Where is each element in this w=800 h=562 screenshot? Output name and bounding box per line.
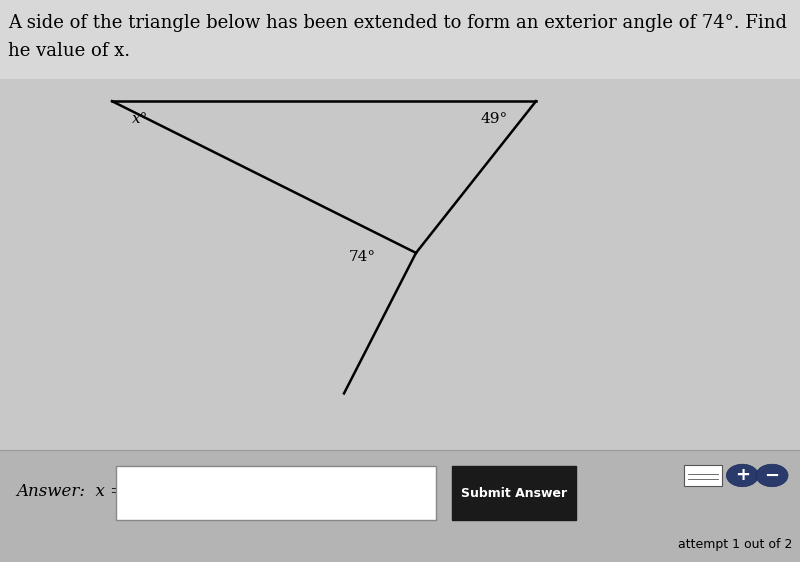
Text: Submit Answer: Submit Answer [462, 487, 567, 500]
Bar [0, 79, 800, 450]
Text: 49°: 49° [481, 112, 508, 126]
Bar [116, 466, 436, 520]
Text: x°: x° [132, 112, 148, 126]
Text: he value of x.: he value of x. [8, 42, 130, 60]
Bar [0, 0, 800, 79]
Bar [452, 466, 576, 520]
Text: 74°: 74° [349, 250, 376, 264]
Bar [0, 450, 800, 562]
Bar [684, 465, 722, 486]
Text: Answer:  x =: Answer: x = [16, 483, 124, 500]
Text: +: + [735, 466, 750, 484]
Text: attempt 1 out of 2: attempt 1 out of 2 [678, 538, 792, 551]
Circle shape [756, 464, 788, 487]
Text: A side of the triangle below has been extended to form an exterior angle of 74°.: A side of the triangle below has been ex… [8, 14, 787, 32]
Circle shape [726, 464, 758, 487]
Text: −: − [765, 466, 779, 484]
